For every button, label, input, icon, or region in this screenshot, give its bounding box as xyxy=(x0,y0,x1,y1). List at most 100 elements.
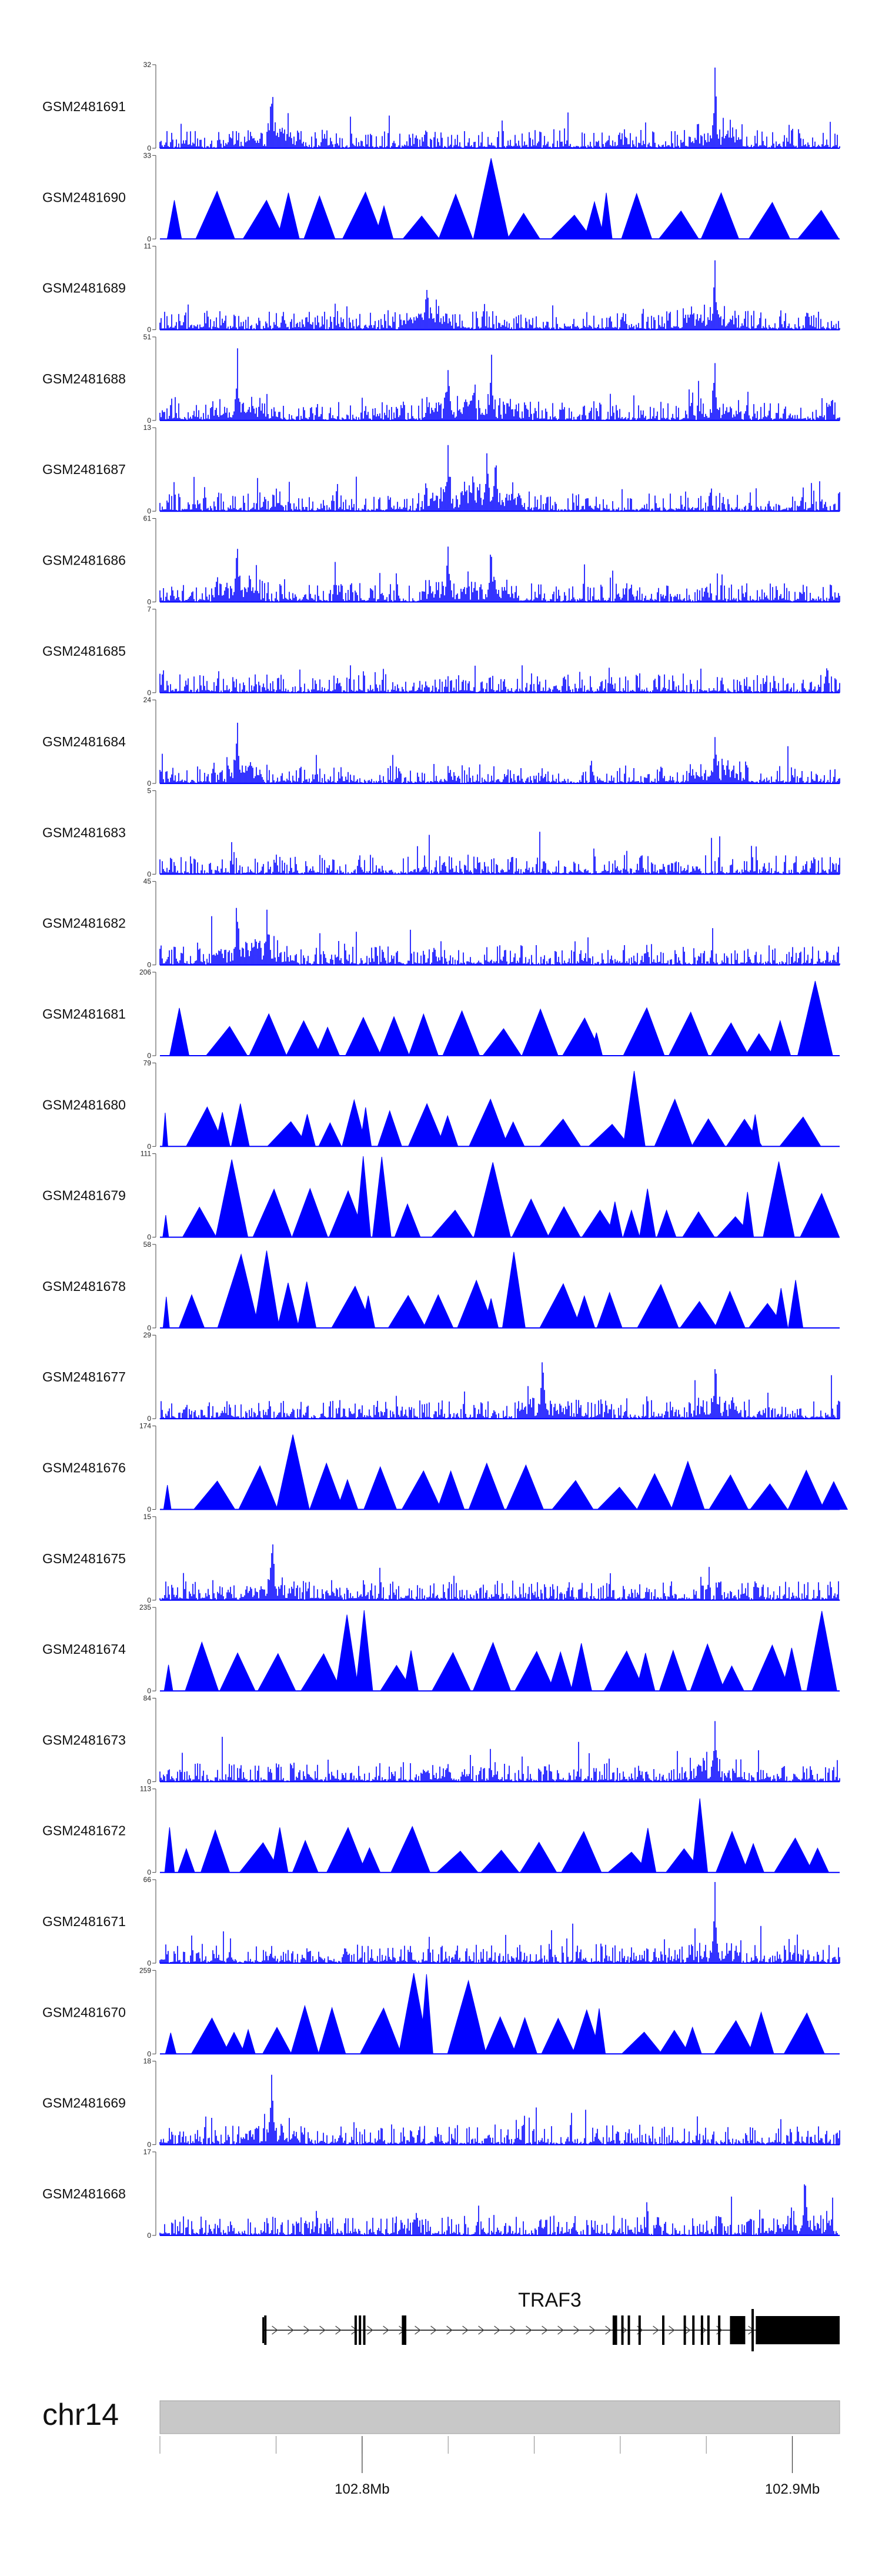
y-axis-max-label: 13 xyxy=(143,423,152,432)
exon xyxy=(363,2315,366,2345)
track-GSM2481674: GSM2481674 235 0 xyxy=(42,1603,840,1695)
exon xyxy=(614,2315,617,2345)
track-label: GSM2481685 xyxy=(42,643,126,659)
track-GSM2481684: GSM2481684 24 0 xyxy=(42,696,840,788)
y-axis-zero-label: 0 xyxy=(147,1596,151,1604)
gene-annotation-track: TRAF3 xyxy=(262,2289,840,2351)
coverage-signal xyxy=(159,665,840,693)
y-axis-max-label: 29 xyxy=(143,1331,152,1339)
coverage-signal xyxy=(159,546,840,602)
track-GSM2481678: GSM2481678 58 0 xyxy=(42,1240,840,1332)
track-label: GSM2481682 xyxy=(42,916,126,931)
exon xyxy=(751,2309,754,2351)
axis-tick-label: 102.8Mb xyxy=(335,2481,389,2497)
y-axis-max-label: 5 xyxy=(147,786,151,795)
coverage-signal xyxy=(160,1973,840,2054)
exon xyxy=(612,2315,615,2345)
exon xyxy=(730,2316,746,2344)
coverage-signal xyxy=(160,1434,848,1510)
track-label: GSM2481689 xyxy=(42,281,126,296)
exon xyxy=(683,2315,686,2345)
track-label: GSM2481684 xyxy=(42,734,126,749)
strand-arrow xyxy=(272,2325,278,2335)
strand-arrow xyxy=(494,2325,500,2335)
y-axis-max-label: 174 xyxy=(139,1422,151,1430)
y-axis-max-label: 24 xyxy=(143,696,152,704)
y-axis-zero-label: 0 xyxy=(147,1324,151,1332)
coverage-signal xyxy=(159,1362,840,1419)
exon xyxy=(354,2315,357,2345)
y-axis-zero-label: 0 xyxy=(147,2231,151,2240)
y-axis-max-label: 259 xyxy=(139,1966,151,1974)
y-axis-zero-label: 0 xyxy=(147,416,151,425)
y-axis-max-label: 51 xyxy=(143,333,152,341)
y-axis-max-label: 15 xyxy=(143,1513,152,1521)
exon xyxy=(359,2315,362,2345)
track-label: GSM2481670 xyxy=(42,2004,126,2020)
y-axis-zero-label: 0 xyxy=(147,1777,151,1786)
track-GSM2481681: GSM2481681 206 0 xyxy=(42,968,840,1060)
y-axis-zero-label: 0 xyxy=(147,870,151,878)
coverage-signal xyxy=(160,1610,840,1691)
track-GSM2481690: GSM2481690 33 0 xyxy=(42,151,840,243)
exon xyxy=(707,2315,710,2345)
y-axis-zero-label: 0 xyxy=(147,779,151,788)
coverage-signal xyxy=(160,158,840,239)
track-label: GSM2481677 xyxy=(42,1369,126,1384)
track-label: GSM2481681 xyxy=(42,1006,126,1022)
strand-arrow xyxy=(542,2325,548,2335)
y-axis-max-label: 18 xyxy=(143,2057,152,2066)
axis-tick-label: 102.9Mb xyxy=(765,2481,820,2497)
strand-arrow xyxy=(430,2325,437,2335)
strand-arrow xyxy=(557,2325,564,2335)
y-axis-max-label: 79 xyxy=(143,1059,152,1067)
track-label: GSM2481674 xyxy=(42,1641,126,1657)
coverage-tracks: GSM2481691320GSM2481690330GSM2481689110G… xyxy=(42,61,848,2240)
strand-arrow xyxy=(319,2325,326,2335)
strand-arrow xyxy=(367,2325,373,2335)
coverage-signal xyxy=(159,907,840,965)
track-GSM2481689: GSM2481689 11 0 xyxy=(42,242,840,334)
y-axis-zero-label: 0 xyxy=(147,507,151,515)
coverage-signal xyxy=(159,2184,840,2235)
track-label: GSM2481686 xyxy=(42,553,126,568)
exon xyxy=(700,2315,703,2345)
coverage-signal xyxy=(159,722,840,784)
track-GSM2481683: GSM2481683 5 0 xyxy=(42,786,840,878)
coverage-signal xyxy=(160,980,840,1056)
strand-arrow xyxy=(510,2325,516,2335)
coverage-signal xyxy=(160,1250,840,1329)
coverage-signal xyxy=(159,1882,840,1963)
track-label: GSM2481676 xyxy=(42,1460,126,1476)
strand-arrow xyxy=(383,2325,389,2335)
y-axis-max-label: 7 xyxy=(147,605,151,613)
track-label: GSM2481679 xyxy=(42,1188,126,1203)
chromosome-label: chr14 xyxy=(42,2398,119,2432)
track-label: GSM2481678 xyxy=(42,1279,126,1294)
strand-arrow xyxy=(335,2325,342,2335)
coverage-signal xyxy=(159,67,840,148)
track-GSM2481682: GSM2481682 45 0 xyxy=(42,877,840,969)
strand-arrow xyxy=(446,2325,453,2335)
track-label: GSM2481669 xyxy=(42,2095,126,2111)
y-axis-zero-label: 0 xyxy=(147,2050,151,2058)
strand-arrow xyxy=(573,2325,580,2335)
exon xyxy=(627,2315,630,2345)
y-axis-max-label: 33 xyxy=(143,151,152,159)
exon xyxy=(692,2315,695,2345)
coverage-signal xyxy=(159,832,840,875)
exon xyxy=(402,2315,405,2345)
coverage-signal xyxy=(159,260,840,330)
chromosome-axis: chr14 102.8Mb 102.9Mb xyxy=(42,2398,840,2497)
y-axis-zero-label: 0 xyxy=(147,144,151,152)
track-label: GSM2481675 xyxy=(42,1551,126,1566)
y-axis-zero-label: 0 xyxy=(147,1687,151,1695)
track-GSM2481676: GSM2481676 174 0 xyxy=(42,1422,848,1514)
y-axis-max-label: 32 xyxy=(143,61,152,69)
gene-name-label: TRAF3 xyxy=(518,2289,582,2311)
y-axis-zero-label: 0 xyxy=(147,1414,151,1423)
exon xyxy=(404,2315,407,2345)
track-GSM2481685: GSM2481685 7 0 xyxy=(42,605,840,697)
coverage-signal xyxy=(160,1070,840,1147)
